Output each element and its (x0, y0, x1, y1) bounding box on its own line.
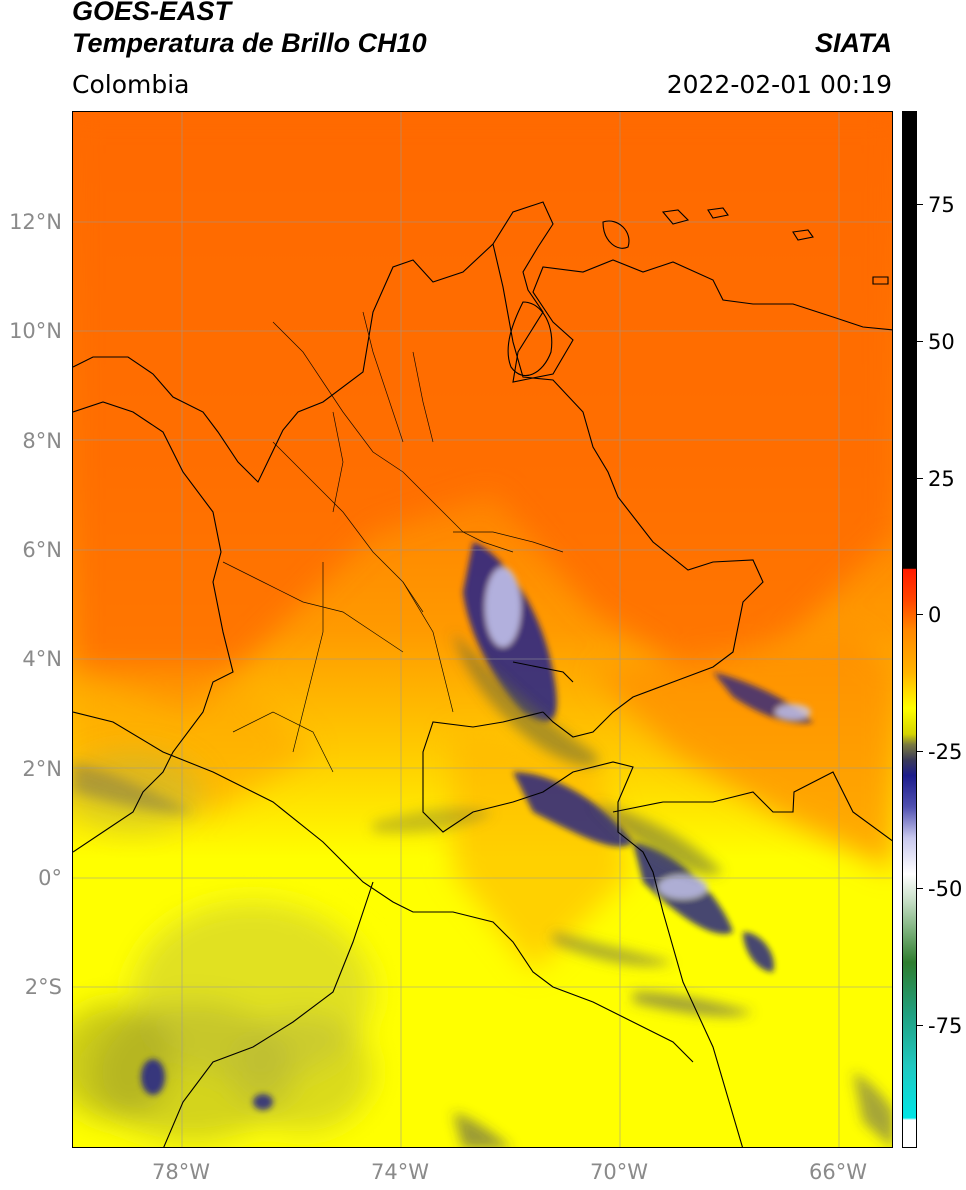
colorbar-label: -25 (928, 740, 963, 764)
warm-zones (73, 112, 892, 972)
colorbar-label: 0 (928, 603, 942, 627)
organization-label: SIATA (815, 28, 892, 58)
title-satellite: GOES-EAST (72, 0, 232, 26)
colorbar (902, 111, 917, 1148)
lat-label: 0° (38, 866, 62, 890)
colorbar-label: -50 (928, 877, 963, 901)
colorbar-label: -75 (928, 1014, 963, 1038)
graticule (73, 112, 892, 1147)
lon-label: 74°W (371, 1160, 429, 1184)
lat-label: 2°N (22, 757, 62, 781)
lon-label: 78°W (152, 1160, 210, 1184)
colorbar-tick (917, 1025, 923, 1026)
satellite-map[interactable] (72, 111, 893, 1148)
lat-label: 2°S (24, 975, 62, 999)
national-borders (73, 243, 892, 1147)
colorbar-label: 75 (928, 193, 955, 217)
coastlines (73, 201, 892, 853)
title-product: Temperatura de Brillo CH10 (72, 28, 427, 58)
department-borders (222, 311, 564, 773)
lat-label: 12°N (9, 210, 62, 234)
map-canvas (73, 112, 892, 1147)
region-label: Colombia (72, 70, 190, 99)
colorbar-tick (917, 751, 923, 752)
colorbar-tick (917, 341, 923, 342)
lat-label: 6°N (22, 538, 62, 562)
lat-label: 8°N (22, 429, 62, 453)
cloud-streaks (73, 632, 892, 1147)
lat-label: 4°N (22, 647, 62, 671)
lon-label: 66°W (809, 1160, 867, 1184)
colorbar-tick (917, 204, 923, 205)
colorbar-label: 25 (928, 467, 955, 491)
lat-label: 10°N (9, 319, 62, 343)
colorbar-gradient (903, 112, 916, 1147)
colorbar-tick (917, 478, 923, 479)
colorbar-label: 50 (928, 330, 955, 354)
lon-label: 70°W (590, 1160, 648, 1184)
timestamp-label: 2022-02-01 00:19 (666, 70, 892, 99)
colorbar-tick (917, 888, 923, 889)
colorbar-tick (917, 614, 923, 615)
cold-cloud-tops (141, 542, 813, 1110)
